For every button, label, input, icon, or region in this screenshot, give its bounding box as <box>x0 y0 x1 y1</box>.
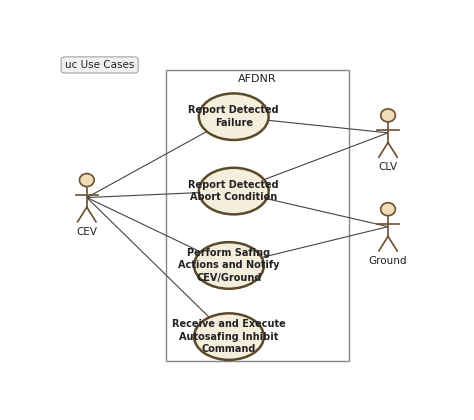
Text: Report Detected
Failure: Report Detected Failure <box>189 105 279 128</box>
Text: Perform Safing
Actions and Notify
CEV/Ground: Perform Safing Actions and Notify CEV/Gr… <box>178 248 280 283</box>
Ellipse shape <box>194 242 264 289</box>
Circle shape <box>80 173 94 186</box>
Circle shape <box>381 109 395 122</box>
Text: AFDNR: AFDNR <box>238 74 277 84</box>
Circle shape <box>381 203 395 215</box>
Text: uc Use Cases: uc Use Cases <box>65 60 134 70</box>
Text: Receive and Execute
Autosafing Inhibit
Command: Receive and Execute Autosafing Inhibit C… <box>172 319 286 354</box>
Text: Ground: Ground <box>369 256 407 266</box>
Text: CEV: CEV <box>76 227 97 236</box>
Ellipse shape <box>199 168 269 214</box>
Text: Report Detected
Abort Condition: Report Detected Abort Condition <box>189 180 279 202</box>
Text: CLV: CLV <box>378 162 398 172</box>
Ellipse shape <box>194 313 264 360</box>
Bar <box>166 70 349 361</box>
Ellipse shape <box>199 93 269 140</box>
FancyBboxPatch shape <box>61 57 138 73</box>
